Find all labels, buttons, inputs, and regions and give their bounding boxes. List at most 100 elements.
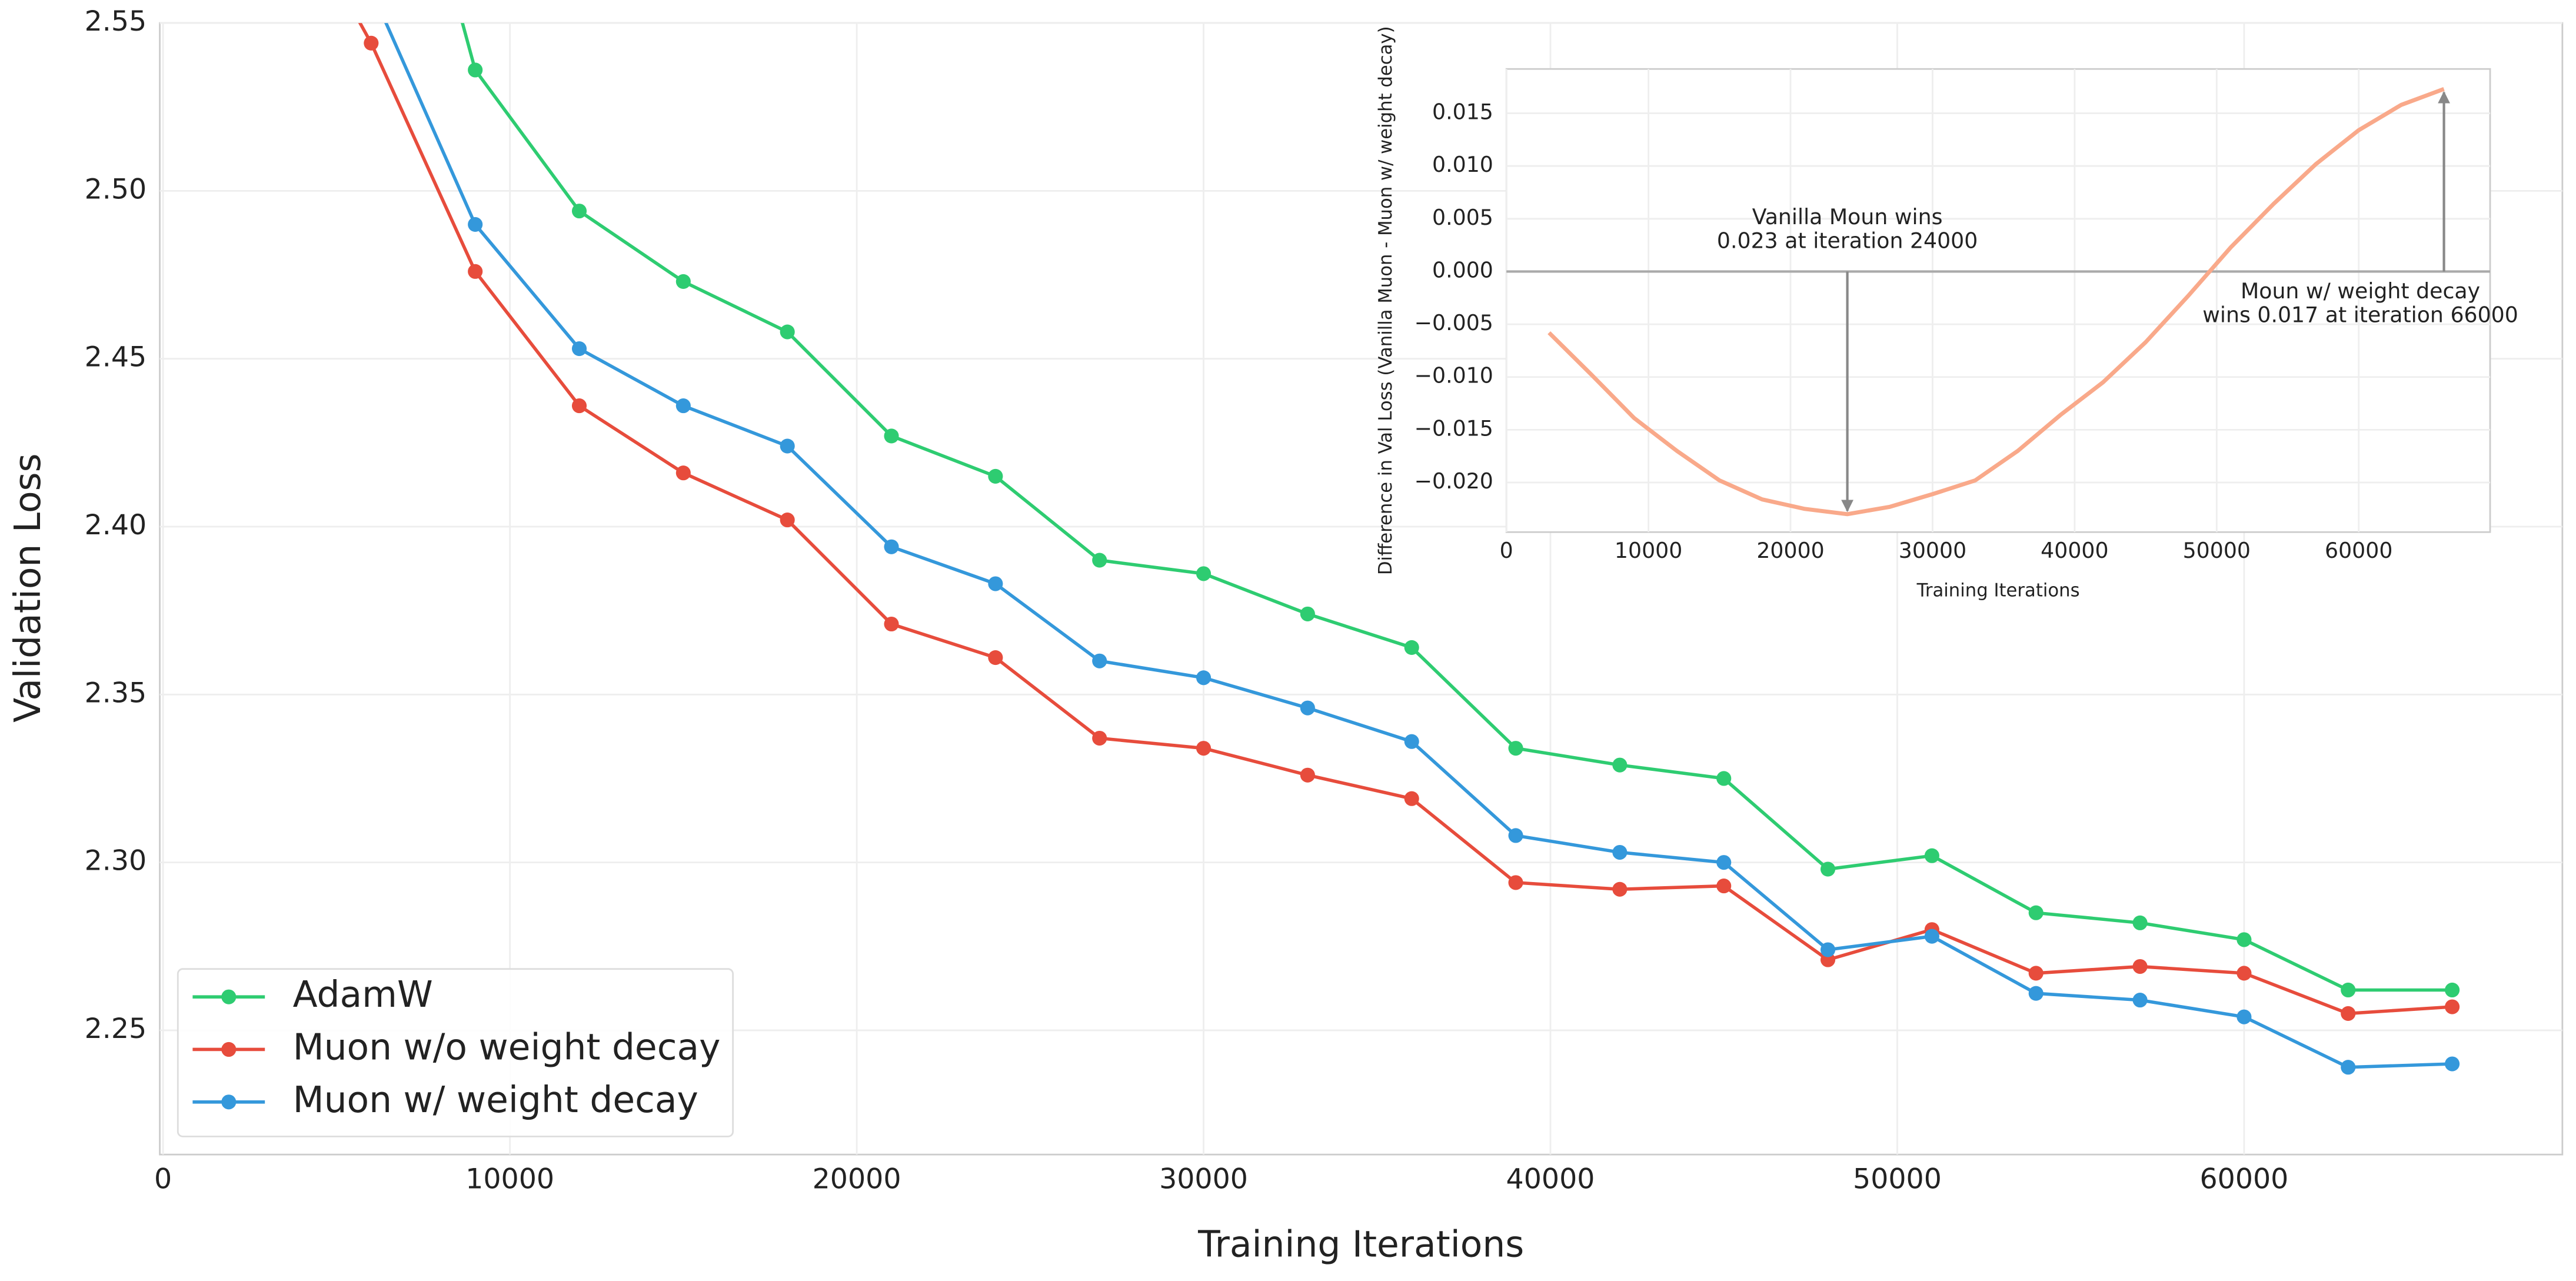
y-tick-label: 0.015 xyxy=(1432,99,1493,125)
annotation-text: wins 0.017 at iteration 66000 xyxy=(2202,302,2518,327)
x-tick-label: 50000 xyxy=(1853,1163,1942,1196)
plot-clip xyxy=(1547,87,2445,517)
legend-label: Muon w/o weight decay xyxy=(293,1027,721,1069)
data-point xyxy=(1196,670,1212,686)
y-tick-label: −0.015 xyxy=(1415,415,1493,441)
data-point xyxy=(1612,844,1628,860)
y-tick-label: −0.005 xyxy=(1415,310,1493,335)
data-point xyxy=(1092,653,1107,668)
data-point xyxy=(2132,993,2148,1008)
data-point xyxy=(2132,915,2148,930)
x-axis-label: Training Iterations xyxy=(1197,1223,1524,1265)
y-tick-label: 2.45 xyxy=(85,341,147,374)
data-point xyxy=(780,513,795,528)
data-point xyxy=(468,217,483,232)
data-point xyxy=(2341,982,2356,998)
plot-clip xyxy=(358,23,2460,1075)
data-point xyxy=(675,398,691,414)
y-tick-label: 2.30 xyxy=(85,845,147,877)
data-point xyxy=(1924,848,1939,863)
data-point xyxy=(675,465,691,481)
data-point xyxy=(884,616,899,632)
data-point xyxy=(2132,959,2148,974)
data-point xyxy=(1716,771,1732,786)
data-point xyxy=(571,204,587,219)
x-tick-label: 60000 xyxy=(2199,1163,2288,1196)
data-point xyxy=(2445,982,2460,998)
x-tick-label: 0 xyxy=(154,1163,172,1196)
data-point xyxy=(1508,875,1523,890)
legend: AdamW Muon w/o weight decay Muon w/ weight… xyxy=(177,968,734,1137)
data-point xyxy=(2236,1009,2252,1024)
legend-box xyxy=(177,968,734,1137)
data-point xyxy=(1508,741,1523,756)
data-point xyxy=(1092,730,1107,746)
data-point xyxy=(1300,700,1315,716)
data-point xyxy=(1716,879,1732,894)
data-point xyxy=(468,264,483,279)
data-point xyxy=(1508,828,1523,843)
data-point xyxy=(988,576,1003,591)
y-tick-label: 2.25 xyxy=(85,1013,147,1045)
x-tick-label: 10000 xyxy=(465,1163,554,1196)
data-point xyxy=(1300,767,1315,783)
legend-label: Muon w/ weight decay xyxy=(293,1079,698,1121)
data-point xyxy=(1196,566,1212,581)
legend-marker xyxy=(221,989,237,1004)
legend-marker xyxy=(221,1042,237,1057)
legend-label: AdamW xyxy=(293,974,433,1016)
y-tick-label: 2.40 xyxy=(85,509,147,541)
data-point xyxy=(884,539,899,554)
data-point xyxy=(2236,932,2252,947)
data-point xyxy=(1404,791,1419,806)
x-tick-label: 20000 xyxy=(813,1163,901,1196)
series-line xyxy=(1547,87,2445,517)
annotation-text: 0.023 at iteration 24000 xyxy=(1717,228,1978,254)
data-point xyxy=(2028,986,2044,1001)
annotation-text: Vanilla Moun wins xyxy=(1752,204,1943,229)
data-point xyxy=(1404,640,1419,656)
y-tick-label: 0.000 xyxy=(1432,257,1493,282)
data-point xyxy=(2341,1006,2356,1021)
x-tick-label: 50000 xyxy=(2183,538,2251,563)
data-point xyxy=(780,324,795,340)
data-point xyxy=(468,62,483,78)
data-point xyxy=(571,341,587,357)
data-point xyxy=(675,274,691,290)
data-point xyxy=(1612,757,1628,773)
inset-chart: 0 10000 20000 30000 40000 50000 60000 −0.020 −0.… xyxy=(1376,26,2518,601)
data-point xyxy=(571,398,587,414)
data-point xyxy=(1612,881,1628,897)
y-tick-label: 2.55 xyxy=(85,5,147,38)
data-point xyxy=(1924,929,1939,944)
x-axis-label: Training Iterations xyxy=(1916,580,2080,601)
x-tick-label: 30000 xyxy=(1899,538,1966,563)
x-tick-label: 40000 xyxy=(2041,538,2108,563)
x-tick-label: 20000 xyxy=(1756,538,1824,563)
data-point xyxy=(780,438,795,454)
data-point xyxy=(988,650,1003,666)
data-point xyxy=(1820,861,1836,877)
annotation-text: Moun w/ weight decay xyxy=(2241,278,2480,304)
data-point xyxy=(364,35,379,51)
x-tick-label: 30000 xyxy=(1159,1163,1248,1196)
y-axis-label: Validation Loss xyxy=(7,454,49,723)
data-point xyxy=(1300,606,1315,621)
x-tick-label: 0 xyxy=(1500,538,1513,563)
data-point xyxy=(2028,905,2044,920)
data-point xyxy=(988,468,1003,484)
y-tick-label: 0.010 xyxy=(1432,152,1493,177)
data-point xyxy=(1820,942,1836,957)
y-tick-label: 2.35 xyxy=(85,677,147,709)
data-point xyxy=(2445,999,2460,1014)
data-point xyxy=(2028,966,2044,981)
y-tick-label: −0.010 xyxy=(1415,363,1493,388)
series-line xyxy=(384,23,2452,1069)
series-line xyxy=(461,23,2452,992)
data-point xyxy=(1196,741,1212,756)
y-axis-label: Difference in Val Loss (Vanilla Muon - M… xyxy=(1376,26,1396,575)
data-point xyxy=(1092,553,1107,568)
data-point xyxy=(2236,966,2252,981)
series-line xyxy=(358,23,2452,1016)
